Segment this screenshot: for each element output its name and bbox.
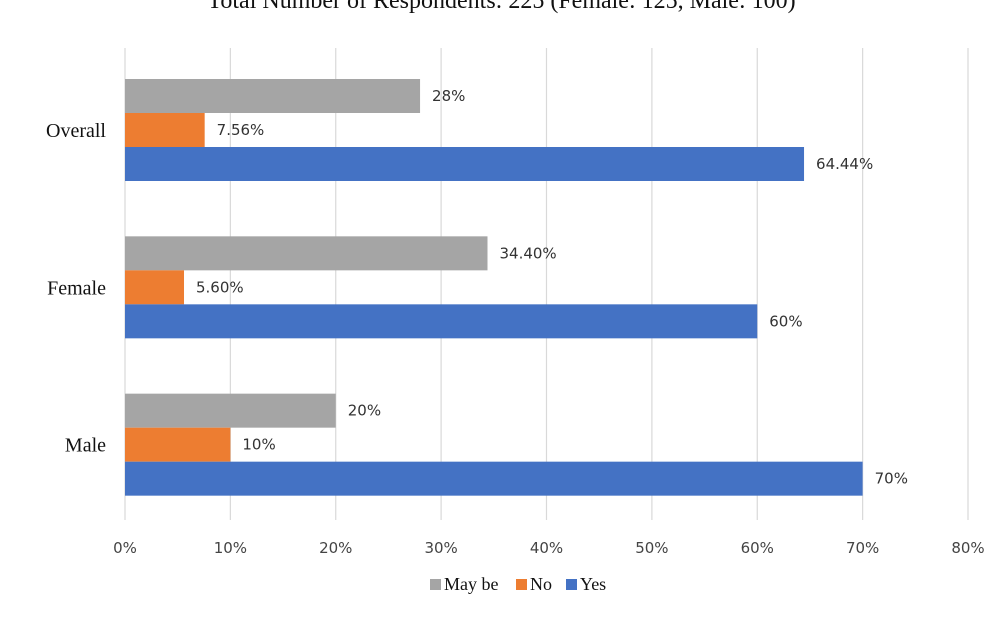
y-axis: Overall Female Male xyxy=(46,120,106,457)
bar-may-be xyxy=(125,236,488,271)
x-tick-label: 10% xyxy=(214,539,247,557)
chart-title: Total Number of Respondents: 225 (Female… xyxy=(207,0,796,14)
data-label: 60% xyxy=(769,312,802,330)
x-tick-label: 60% xyxy=(741,539,774,557)
category-label: Overall xyxy=(46,120,106,142)
data-label: 10% xyxy=(242,436,275,454)
x-axis: 0% 10% 20% 30% 40% 50% 60% 70% 80% xyxy=(113,539,985,557)
legend-item: May be xyxy=(430,574,498,594)
legend-swatch xyxy=(516,579,527,590)
data-label: 70% xyxy=(875,470,908,488)
data-label: 34.40% xyxy=(499,244,556,262)
bar-no xyxy=(125,113,205,147)
bar-no xyxy=(125,270,185,305)
data-label: 64.44% xyxy=(816,155,873,173)
x-tick-label: 20% xyxy=(319,539,352,557)
x-tick-label: 30% xyxy=(424,539,457,557)
legend-item: Yes xyxy=(566,574,606,594)
bar-yes xyxy=(125,147,805,181)
bar-yes xyxy=(125,304,758,339)
legend-item: No xyxy=(516,574,552,594)
bars xyxy=(125,79,863,496)
legend-label: No xyxy=(530,574,552,594)
legend-swatch xyxy=(566,579,577,590)
x-tick-label: 70% xyxy=(846,539,879,557)
x-tick-label: 0% xyxy=(113,539,137,557)
bar-may-be xyxy=(125,393,336,428)
category-label: Male xyxy=(65,435,106,457)
legend-swatch xyxy=(430,579,441,590)
legend: May be No Yes xyxy=(430,574,606,594)
x-tick-label: 80% xyxy=(951,539,984,557)
data-label: 28% xyxy=(432,87,465,105)
legend-label: May be xyxy=(444,574,498,594)
data-label: 5.60% xyxy=(196,278,244,296)
data-label: 7.56% xyxy=(217,121,265,139)
data-label: 20% xyxy=(348,402,381,420)
legend-label: Yes xyxy=(580,574,606,594)
bar-no xyxy=(125,427,231,462)
bar-yes xyxy=(125,461,863,496)
x-tick-label: 40% xyxy=(530,539,563,557)
x-tick-label: 50% xyxy=(635,539,668,557)
data-labels: 28% 7.56% 64.44% 34.40% 5.60% 60% 20% 10% 70% xyxy=(196,87,908,488)
category-label: Female xyxy=(47,277,106,299)
bar-may-be xyxy=(125,79,421,113)
